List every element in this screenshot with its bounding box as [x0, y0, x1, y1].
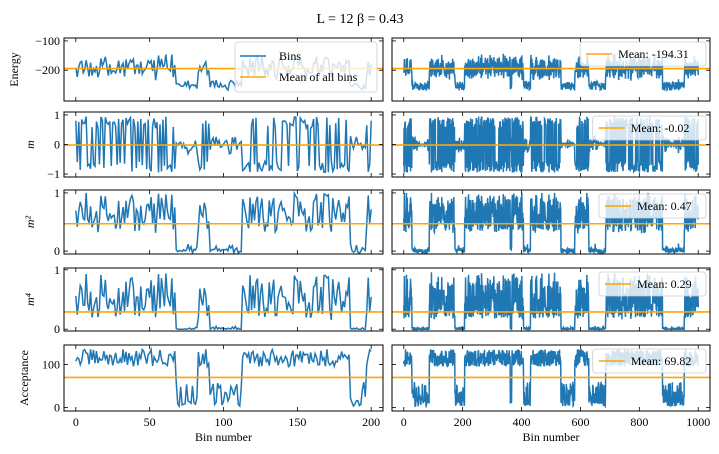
panel-m2-1000: Mean: 0.47 — [391, 189, 711, 255]
x-tick-label: 600 — [571, 415, 589, 429]
y-tick-label: 0 — [54, 244, 60, 258]
x-axis-label: Bin number — [523, 430, 580, 444]
y-tick-label: 0 — [54, 138, 60, 152]
legend: Mean: -194.31 — [579, 41, 707, 67]
x-tick-label: 0 — [401, 415, 407, 429]
legend: Mean: 0.47 — [598, 193, 707, 219]
legend-box — [592, 115, 707, 141]
y-axis-label: Acceptance — [17, 350, 31, 406]
axes-frame — [391, 267, 711, 332]
x-tick-label: 400 — [513, 415, 531, 429]
y-tick-label: −200 — [35, 63, 60, 77]
legend: Bins Mean of all bins — [234, 41, 378, 93]
y-tick-label: 100 — [42, 357, 60, 371]
x-tick-label: 200 — [362, 415, 380, 429]
legend: Mean: 69.82 — [592, 348, 707, 374]
panel-m4-200: 1 0 m⁴ — [23, 263, 384, 336]
y-tick-label: −1 — [47, 167, 60, 181]
legend-box — [234, 41, 378, 93]
legend-mean-label: Mean: 0.29 — [637, 277, 692, 291]
panel-acc-1000: 0 200 400 600 800 1000 Bin number Mean: 69.82 — [391, 344, 711, 444]
bins-line — [75, 115, 372, 175]
panel-energy-1000: Mean: -194.31 — [391, 37, 711, 102]
x-tick-label: 150 — [288, 415, 306, 429]
bins-line — [403, 115, 699, 175]
legend-mean-label: Mean: -0.02 — [631, 121, 690, 135]
y-tick-label: 0 — [54, 322, 60, 336]
legend: Mean: -0.02 — [592, 115, 707, 141]
y-tick-label: 1 — [54, 263, 60, 277]
legend-mean-label: Mean: -194.31 — [618, 47, 689, 61]
x-tick-label: 100 — [215, 415, 233, 429]
panel-energy-200: −100 −200 Energy Bins Mean of all bins — [7, 34, 384, 102]
panel-m-200: 1 0 −1 m — [23, 108, 384, 181]
axes-frame — [391, 344, 711, 412]
x-tick-label: 50 — [144, 415, 156, 429]
x-tick-label: 0 — [73, 415, 79, 429]
axes-frame — [391, 189, 711, 255]
y-axis-label: Energy — [7, 52, 21, 86]
x-tick-label: 1000 — [686, 415, 710, 429]
x-tick-label: 800 — [630, 415, 648, 429]
bins-line — [75, 273, 372, 331]
legend: Mean: 0.29 — [598, 271, 707, 297]
legend-mean-label: Mean: 69.82 — [631, 354, 692, 368]
panel-m-1000: Mean: -0.02 — [391, 111, 711, 178]
y-tick-label: 1 — [54, 108, 60, 122]
legend-box — [592, 348, 707, 374]
legend-mean-label: Mean: 0.47 — [637, 199, 692, 213]
axes-frame — [63, 189, 384, 255]
legend-box — [598, 271, 707, 297]
legend-box — [579, 41, 707, 67]
panel-m4-1000: Mean: 0.29 — [391, 267, 711, 332]
y-axis-label: m — [23, 140, 37, 149]
y-tick-label: 0 — [54, 401, 60, 415]
y-tick-label: 1 — [54, 186, 60, 200]
bins-line — [403, 272, 699, 331]
y-tick-label: −100 — [35, 34, 60, 48]
bins-line — [75, 346, 372, 409]
panel-acc-200: 0 50 100 150 200 100 0 Acceptance Bin number — [17, 344, 384, 444]
x-tick-label: 200 — [454, 415, 472, 429]
y-axis-label: m² — [23, 215, 37, 228]
x-axis-label: Bin number — [195, 430, 252, 444]
panel-m2-200: 1 0 m² — [23, 186, 384, 258]
figure-title: L = 12 β = 0.43 — [317, 12, 404, 27]
legend-mean-label: Mean of all bins — [279, 70, 358, 84]
axes-frame — [391, 37, 711, 102]
legend-box — [598, 193, 707, 219]
legend-bins-label: Bins — [279, 49, 301, 63]
bins-line — [403, 192, 699, 254]
y-axis-label: m⁴ — [23, 293, 37, 306]
bins-line — [75, 190, 372, 254]
